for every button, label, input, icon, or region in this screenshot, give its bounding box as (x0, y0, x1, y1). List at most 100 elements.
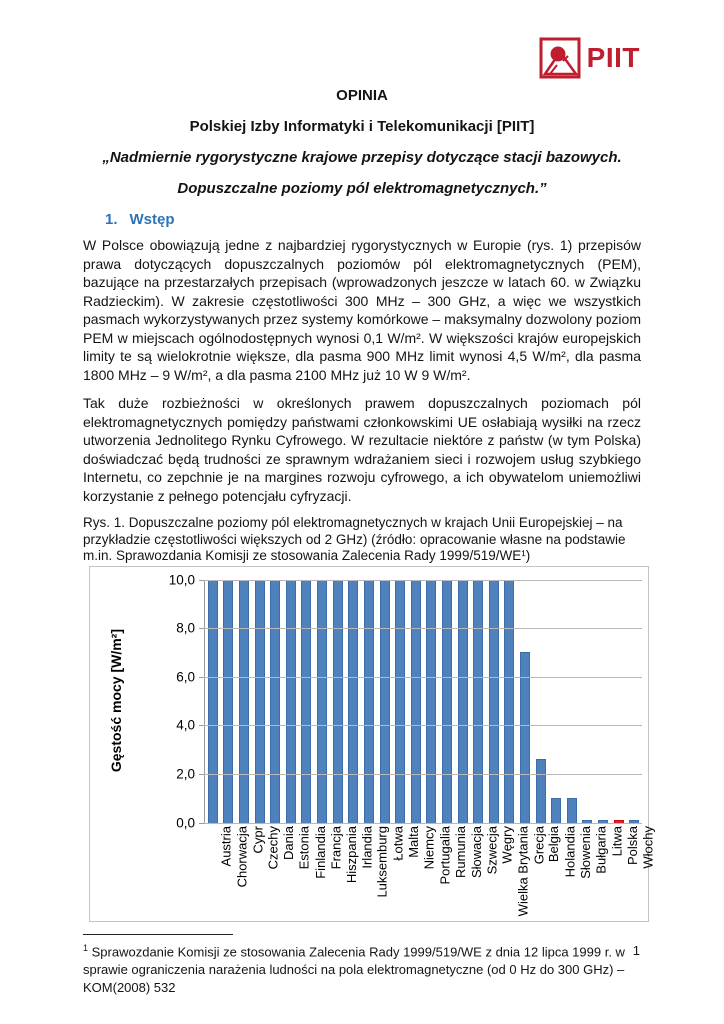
chart-bar-slot (330, 579, 346, 823)
chart-x-label-cell: Polska (611, 823, 640, 919)
section-label: Wstęp (129, 211, 175, 228)
chart-bar-slot (345, 579, 361, 823)
chart-x-label-cell: Bułgaria (580, 823, 608, 919)
chart-bar-wielka-brytania (504, 579, 515, 823)
chart-bar-malta (395, 579, 406, 823)
chart-bar-bułgaria (582, 820, 593, 823)
chart-bar-chorwacja (223, 579, 234, 823)
chart-bar-slot (299, 579, 315, 823)
chart-y-tickmark (199, 773, 204, 775)
chart-x-label-cell: Malta (392, 823, 421, 919)
chart-x-label-cell: Węgry (486, 823, 515, 919)
chart-y-tickmark (199, 628, 204, 630)
chart-x-label-cell: Luksemburg (361, 823, 390, 919)
chart-bar-slot (611, 580, 627, 823)
chart-x-label-cell: Niemcy (408, 823, 437, 919)
chart-gridline (204, 725, 642, 727)
chart-bar-slot (392, 579, 408, 823)
chart-x-label-cell: Francja (314, 823, 343, 919)
chart-bar-slot (455, 579, 471, 823)
chart-bar-włochy (629, 820, 640, 823)
chart-bar-francja (317, 579, 328, 823)
footnote-1: 1 Sprawozdanie Komisji ze stosowania Zal… (83, 939, 641, 997)
chart-x-label-cell: Słowenia (564, 823, 593, 919)
chart-bar-slot (221, 579, 237, 823)
chart-bar-irlandia (348, 579, 359, 823)
chart-y-tickmark (199, 579, 204, 581)
chart-bar-luksemburg (363, 579, 374, 823)
chart-bar-łotwa (379, 579, 390, 823)
paragraph-1: W Polsce obowiązują jedne z najbardziej … (83, 237, 641, 383)
chart-y-tick-label: 2,0 (176, 766, 195, 782)
chart-bar-slot (626, 580, 642, 823)
chart-bar-niemcy (410, 579, 421, 823)
chart-bar-węgry (488, 579, 499, 823)
chart-bar-słowenia (566, 798, 577, 823)
figure-caption: Rys. 1. Dopuszczalne poziomy pól elektro… (83, 515, 626, 563)
chart-y-axis-label: Gęstość mocy [W/m²] (108, 629, 124, 773)
chart-x-label-cell: Litwa (595, 823, 624, 919)
chart-x-label: Włochy (640, 825, 656, 869)
chart-x-label-cell: Hiszpania (330, 823, 359, 919)
chart-bar-słowacja (457, 579, 468, 823)
chart-bar-slot (424, 579, 440, 823)
chart-bar-estonia (285, 579, 296, 823)
chart-bar-slot (595, 580, 611, 823)
chart-x-label-cell: Czechy (252, 823, 281, 919)
chart-bars (205, 579, 642, 823)
chart-x-label-cell: Austria (205, 823, 234, 919)
chart-x-label-cell: Estonia (283, 823, 312, 919)
chart-y-tick-label: 4,0 (176, 717, 195, 733)
chart-x-label-cell: Belgia (533, 823, 562, 919)
chart-y-tick-label: 8,0 (176, 620, 195, 636)
chart-bar-finlandia (301, 579, 312, 823)
chart-bar-slot (502, 579, 518, 823)
chart-x-label-cell: Dania (267, 823, 296, 919)
chart-x-label-cell: Włochy (626, 823, 655, 919)
chart-y-tickmark (199, 725, 204, 727)
chart-x-label-cell: Grecja (517, 823, 546, 919)
chart-bar-cypr (239, 579, 250, 823)
chart-x-label-cell: Słowacja (455, 823, 484, 919)
piit-logo-icon (539, 37, 581, 79)
document-title: OPINIA (336, 87, 388, 104)
chart-x-label-cell: Cypr (236, 823, 265, 919)
chart-bar-slot (408, 579, 424, 823)
chart-bar-slot (439, 579, 455, 823)
chart-bar-holandia (551, 798, 562, 823)
section-heading-wstep: 1. Wstęp (105, 210, 641, 230)
chart-y-tick-label: 10,0 (168, 572, 195, 587)
chart-x-label-cell: Łotwa (377, 823, 406, 919)
chart-bar-hiszpania (332, 579, 343, 823)
chart-x-label-cell: Holandia (548, 823, 577, 919)
chart-x-label-cell: Portugalia (424, 823, 452, 919)
chart-bar-slot (564, 580, 580, 823)
chart-bar-slot (267, 579, 283, 823)
section-number: 1. (105, 211, 118, 228)
chart-bar-czechy (254, 579, 265, 823)
document-quote-line1: „Nadmiernie rygorystyczne krajowe przepi… (102, 149, 622, 166)
chart-bar-rumunia (441, 579, 452, 823)
bar-chart: Gęstość mocy [W/m²] 10,0 8,0 6,0 4,0 2,0 0,0 … (89, 565, 655, 922)
chart-gridline (204, 579, 642, 581)
chart-bar-grecja (520, 652, 530, 823)
chart-gridline (204, 628, 642, 630)
chart-bar-slot (205, 579, 221, 823)
chart-bar-slot (517, 580, 533, 823)
chart-bar-portugalia (426, 579, 437, 823)
chart-bar-slot (533, 580, 549, 823)
chart-bar-slot (283, 579, 299, 823)
chart-x-label-cell: Irlandia (345, 823, 374, 919)
chart-y-tickmark (199, 822, 204, 824)
chart-x-labels: Austria Chorwacja Cypr Czechy Dania Estonia Fi… (205, 823, 655, 919)
chart-bar-slot (486, 579, 502, 823)
chart-gridline (204, 773, 642, 775)
chart-bar-slot (314, 579, 330, 823)
chart-bar-slot (361, 579, 377, 823)
chart-y-tick-label: 0,0 (176, 815, 195, 830)
chart-y-axis-line (204, 579, 205, 823)
chart-x-label-cell: Rumunia (439, 823, 468, 919)
chart-bar-litwa (598, 820, 609, 823)
chart-plot-area: 10,0 8,0 6,0 4,0 2,0 0,0 (169, 572, 642, 830)
